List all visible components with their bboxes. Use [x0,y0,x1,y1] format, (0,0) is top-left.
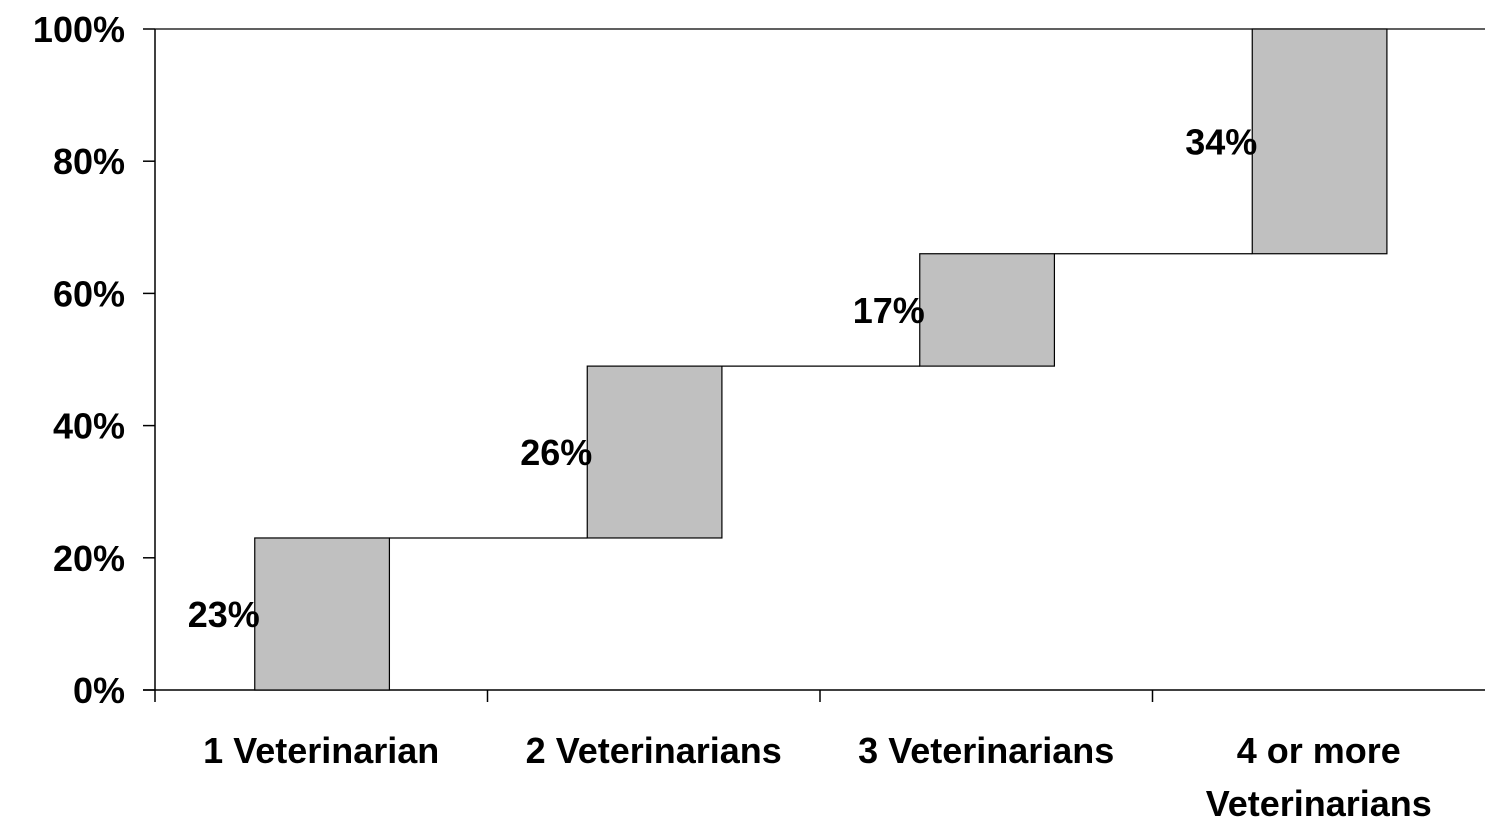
data-label: 34% [1185,121,1257,162]
bar [1251,28,1388,255]
chart-axes: 0% 20% 40% 60% 80% 100% [33,9,1485,711]
bars-group [254,28,1388,691]
bar [919,253,1056,367]
data-label: 17% [853,290,925,331]
y-tick-label: 100% [33,9,125,50]
y-tick-label: 0% [73,670,125,711]
y-tick-label: 40% [53,406,125,447]
y-tick-label: 60% [53,273,125,314]
x-category-label: 4 or more Veterinarians [1206,730,1432,819]
y-tick-label: 80% [53,141,125,182]
bar [586,365,723,539]
connector-lines [389,253,1253,539]
data-label: 26% [520,432,592,473]
bar [254,537,391,691]
x-category-label: 1 Veterinarian [203,730,439,771]
x-category-label: 3 Veterinarians [858,730,1114,771]
y-tick-label: 20% [53,538,125,579]
data-label: 23% [188,594,260,635]
labels-group: 23% 1 Veterinarian 26% 2 Veterinarians 17% 3 … [188,121,1432,819]
x-category-label: 2 Veterinarians [526,730,782,771]
